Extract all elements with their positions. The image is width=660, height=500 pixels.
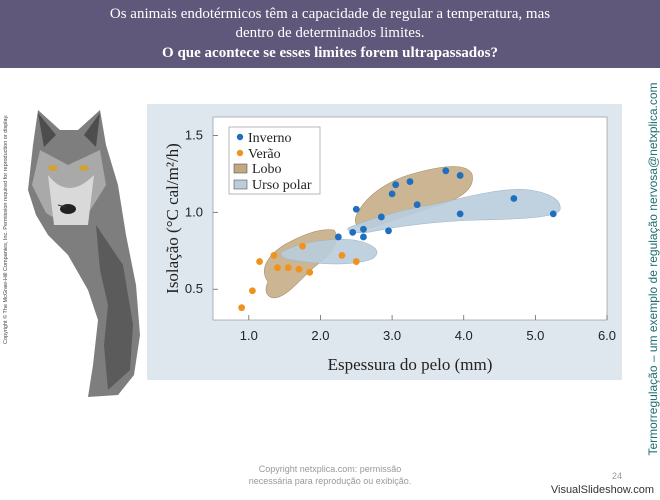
inverno-point: [377, 213, 385, 221]
inverno-point: [334, 233, 342, 241]
legend-inverno-label: Inverno: [248, 131, 292, 146]
legend-lobo-swatch: [233, 163, 248, 174]
verao-point: [274, 264, 281, 272]
verao-point: [352, 258, 360, 265]
legend-verao-label: Verão: [248, 147, 281, 162]
inverno-point: [360, 233, 367, 241]
verao-point: [295, 265, 303, 273]
x-tick-label: 2.0: [311, 328, 329, 343]
inverno-point: [406, 178, 414, 185]
inverno-point: [510, 195, 518, 202]
y-axis-label: Isolação (°C cal/m²/h): [163, 143, 182, 294]
wolf-icon: [28, 110, 140, 397]
footer-copyright-line-1: Copyright netxplica.com: permissão: [258, 464, 402, 474]
header-question: O que acontece se esses limites forem ul…: [162, 45, 498, 61]
footer-copyright: Copyright netxplica.com: permissão neces…: [200, 463, 460, 487]
wolf-image: [28, 110, 140, 397]
verao-point: [284, 264, 292, 272]
verao-point: [306, 268, 314, 276]
legend-urso-label: Urso polar: [252, 178, 312, 193]
slide-header: Os animais endotérmicos têm a capacidade…: [0, 0, 660, 68]
inverno-point: [360, 225, 367, 233]
page-number: 24: [612, 471, 623, 481]
brand-link[interactable]: VisualSlideshow.com: [550, 484, 654, 496]
footer-copyright-line-2: necessária para reprodução ou exibição.: [248, 476, 412, 486]
verao-point: [270, 252, 278, 259]
inverno-point: [413, 201, 421, 209]
inverno-point: [392, 181, 400, 189]
legend: Inverno Verão Lobo Urso polar: [228, 126, 321, 195]
x-tick-label: 5.0: [526, 328, 544, 343]
inverno-point: [442, 167, 450, 175]
inverno-point: [388, 190, 396, 198]
verao-point: [249, 287, 256, 295]
verao-point: [238, 304, 246, 312]
x-tick-label: 4.0: [455, 328, 473, 343]
y-tick-label: 1.0: [185, 204, 203, 219]
legend-lobo-label: Lobo: [252, 162, 282, 177]
inverno-point: [352, 205, 360, 213]
vertical-slide-title: Termorregulação – um exemplo de regulaçã…: [646, 82, 660, 456]
header-line-1: Os animais endotérmicos têm a capacidade…: [109, 6, 551, 22]
y-tick-label: 1.5: [185, 127, 203, 142]
inverno-point: [456, 172, 464, 179]
y-tick-label: 0.5: [185, 281, 203, 296]
legend-inverno-marker: [236, 133, 244, 141]
inverno-point: [456, 210, 464, 218]
inverno-point: [349, 228, 357, 236]
x-tick-label: 3.0: [383, 328, 401, 343]
legend-urso-swatch: [233, 179, 248, 190]
verao-point: [256, 258, 263, 265]
header-line-2: dentro de determinados limites.: [235, 25, 425, 41]
x-tick-label: 6.0: [598, 328, 616, 343]
verao-point: [299, 242, 306, 250]
inverno-point: [385, 227, 392, 235]
x-tick-label: 1.0: [240, 328, 258, 343]
x-axis-label: Espessura do pelo (mm): [328, 355, 493, 374]
inverno-point: [549, 210, 557, 218]
legend-verao-marker: [236, 149, 244, 157]
verao-point: [338, 252, 346, 259]
